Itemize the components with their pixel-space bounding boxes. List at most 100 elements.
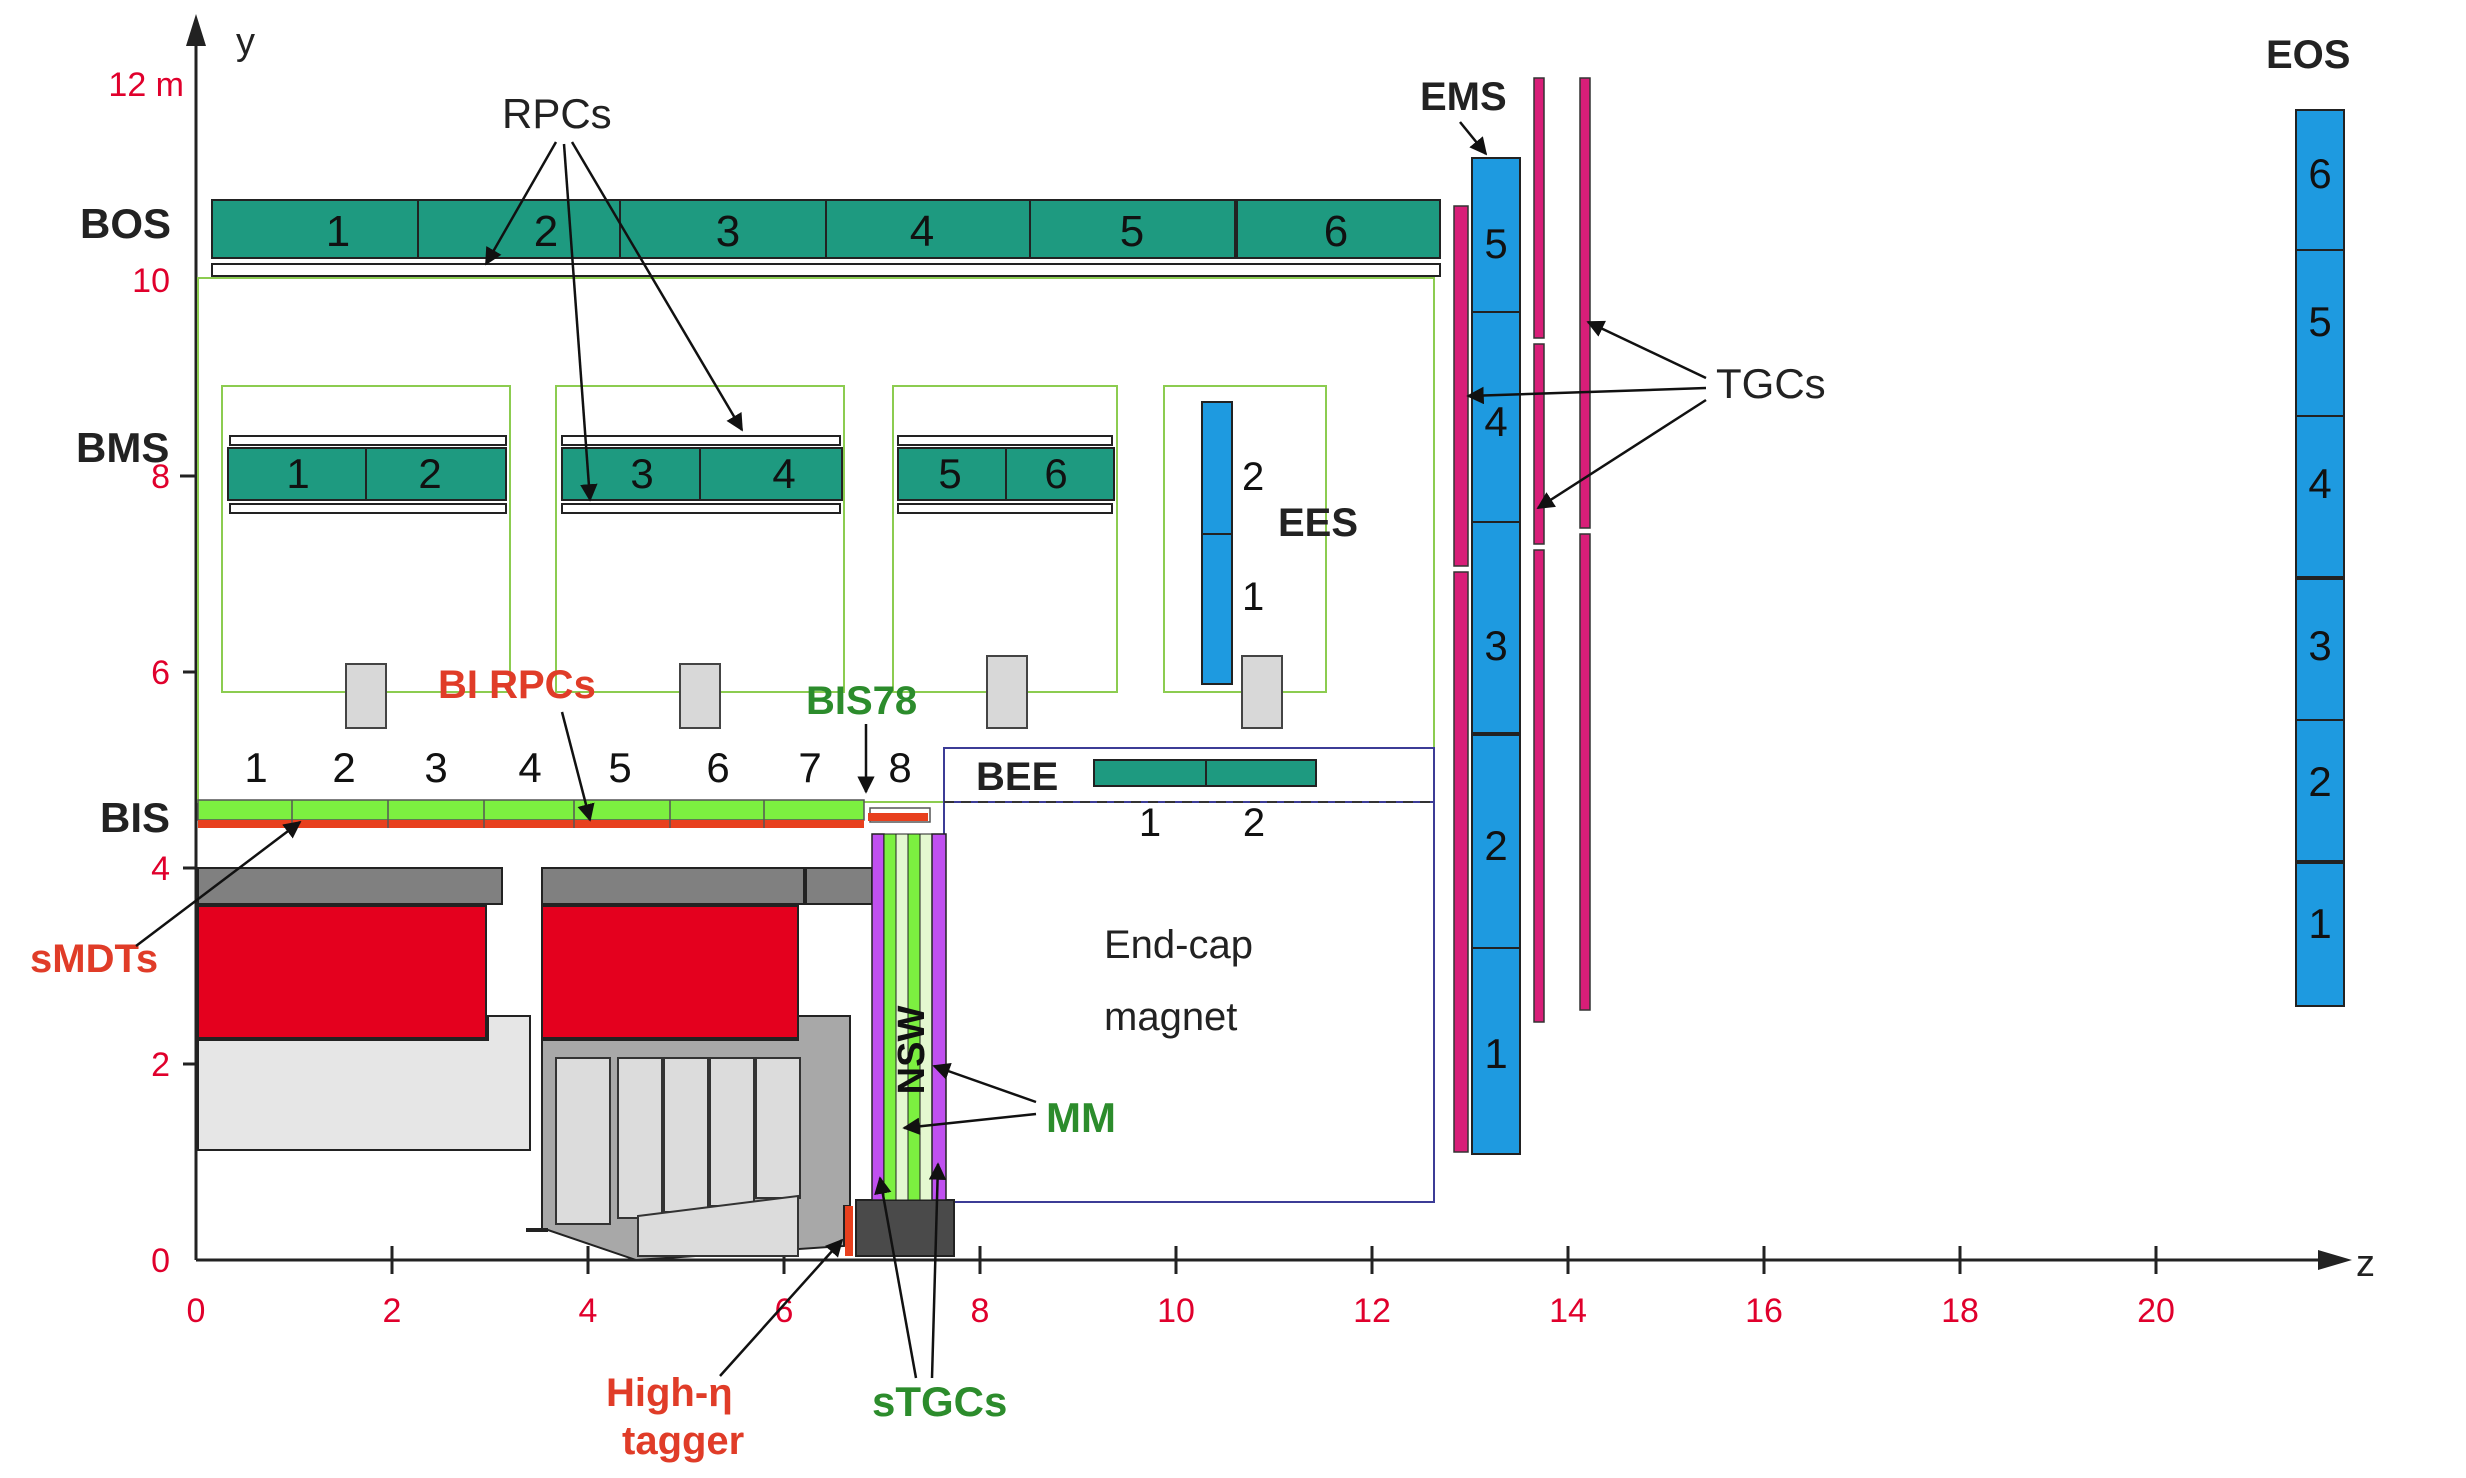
support-block bbox=[986, 655, 1028, 729]
tgcs-arrow bbox=[1536, 398, 1707, 510]
ees-station: 2 1 EES bbox=[1201, 401, 1358, 685]
tgc-strip bbox=[1533, 343, 1545, 545]
bms-box bbox=[221, 385, 511, 693]
z-tick-label: 4 bbox=[579, 1292, 598, 1330]
bis-sector-number: 2 bbox=[332, 744, 355, 791]
bis-station: BIS bbox=[100, 794, 931, 841]
support-block bbox=[1241, 655, 1283, 729]
ees-label: EES bbox=[1278, 501, 1358, 545]
bis-sector-number: 6 bbox=[706, 744, 729, 791]
high-eta-tagger-label: tagger bbox=[622, 1419, 744, 1463]
z-tick-label: 12 bbox=[1353, 1292, 1391, 1330]
bis78-rpc bbox=[868, 813, 928, 821]
bee-sector-number: 1 bbox=[1139, 801, 1161, 845]
y-tick-label: 8 bbox=[151, 458, 170, 496]
bis-smdt-strip bbox=[198, 820, 864, 828]
high-eta-tagger bbox=[845, 1206, 853, 1256]
endcap-cryostat-edge bbox=[805, 867, 873, 905]
stgcs-arrow bbox=[928, 1162, 947, 1379]
rpcs-arrow bbox=[570, 141, 744, 432]
bos-sector-number: 6 bbox=[1324, 207, 1348, 256]
barrel-lower-support bbox=[197, 1015, 531, 1151]
ems-sector-number: 5 bbox=[1484, 220, 1507, 267]
bms-sector-number: 6 bbox=[1044, 450, 1067, 497]
annotations: RPCs TGCs BI RPCs BIS78 sMDTs MM sTGCs bbox=[30, 90, 1826, 1463]
support-blocks bbox=[345, 655, 1283, 729]
hadronic-module bbox=[755, 1057, 801, 1199]
calorimeter-region bbox=[197, 867, 955, 1262]
bms-rpc-strip bbox=[561, 503, 841, 514]
y-tick-label: 0 bbox=[151, 1242, 170, 1280]
eos-sector-number: 5 bbox=[2308, 298, 2331, 345]
z-axis-arrowhead bbox=[2318, 1250, 2352, 1270]
bis-label: BIS bbox=[100, 794, 170, 841]
forward-shielding bbox=[637, 1194, 799, 1257]
y-tick-label: 10 bbox=[132, 262, 170, 300]
bms-rpc-strip bbox=[897, 435, 1113, 446]
endcap-magnet-label: End-cap bbox=[1104, 923, 1253, 967]
bms-sector-number: 3 bbox=[630, 450, 653, 497]
high-eta-tagger-arrow bbox=[719, 1238, 844, 1377]
z-axis-title: z bbox=[2356, 1243, 2375, 1285]
ems-sector-number: 2 bbox=[1484, 822, 1507, 869]
eos-sector-number: 6 bbox=[2308, 150, 2331, 197]
eos-sector-number: 4 bbox=[2308, 460, 2331, 507]
bee-label: BEE bbox=[976, 755, 1058, 799]
bis-sector-number: 7 bbox=[798, 744, 821, 791]
ees-chamber bbox=[1201, 401, 1233, 685]
eos-sector-number: 2 bbox=[2308, 758, 2331, 805]
eos-sector-number: 1 bbox=[2308, 900, 2331, 947]
tgc-strip bbox=[1533, 77, 1545, 339]
ems-label: EMS bbox=[1420, 75, 1507, 119]
nsw-shielding-block bbox=[855, 1199, 955, 1257]
rpcs-label: RPCs bbox=[502, 90, 612, 137]
hadronic-module bbox=[709, 1057, 755, 1207]
stgcs-arrow bbox=[874, 1176, 918, 1379]
z-tick-label: 8 bbox=[971, 1292, 990, 1330]
bos-sector-number: 5 bbox=[1120, 207, 1144, 256]
tgc-strip bbox=[1579, 533, 1591, 1011]
endcap-magnet-label: magnet bbox=[1104, 995, 1237, 1039]
bms-sector-number: 1 bbox=[286, 450, 309, 497]
z-tick-label: 16 bbox=[1745, 1292, 1783, 1330]
bms-station: 1 2 3 4 5 6 BMS bbox=[76, 424, 1115, 514]
bi-rpcs-arrow bbox=[560, 711, 595, 822]
nsw-stgc-layer bbox=[871, 833, 885, 1201]
bos-sector-number: 2 bbox=[534, 207, 558, 256]
z-ticks bbox=[390, 1246, 2158, 1274]
nsw-label: NSW bbox=[891, 1006, 933, 1095]
bos-sector-number: 1 bbox=[326, 207, 350, 256]
endcap-magnet-region: BEE 1 2 End-cap magnet bbox=[943, 747, 1435, 1203]
y-tick-label: 12 m bbox=[108, 66, 184, 104]
bms-sector-number: 4 bbox=[772, 450, 795, 497]
nsw-stgc-layer bbox=[931, 833, 947, 1201]
endcap-cryostat bbox=[541, 867, 805, 905]
tgc-strip bbox=[1453, 571, 1469, 1153]
y-axis-arrowhead bbox=[186, 14, 206, 46]
hadronic-module bbox=[617, 1057, 663, 1219]
z-tick-label: 2 bbox=[383, 1292, 402, 1330]
z-tick-label: 0 bbox=[187, 1292, 206, 1330]
bms-box bbox=[555, 385, 845, 693]
bms-label: BMS bbox=[76, 424, 169, 471]
stgcs-label: sTGCs bbox=[872, 1378, 1007, 1425]
tgcs-arrow bbox=[1586, 320, 1707, 380]
eos-station: 6 5 4 3 2 1 EOS bbox=[2266, 33, 2350, 1007]
barrel-cryostat bbox=[197, 867, 503, 905]
mm-arrow bbox=[902, 1112, 1037, 1136]
ems-sector-number: 4 bbox=[1484, 398, 1507, 445]
bms-sector-number: 2 bbox=[418, 450, 441, 497]
endcap-magnet-box bbox=[943, 801, 1435, 1203]
bis78-label: BIS78 bbox=[806, 679, 917, 723]
bis-sector-number: 4 bbox=[518, 744, 541, 791]
z-tick-label: 10 bbox=[1157, 1292, 1195, 1330]
y-tick-label: 2 bbox=[151, 1046, 170, 1084]
bms-rpc-strip bbox=[897, 503, 1113, 514]
hadronic-module bbox=[663, 1057, 709, 1213]
bis-sector-number: 8 bbox=[888, 744, 911, 791]
rpcs-arrow bbox=[484, 141, 558, 266]
support-block bbox=[679, 663, 721, 729]
z-tick-label: 18 bbox=[1941, 1292, 1979, 1330]
bis-sector-number: 1 bbox=[244, 744, 267, 791]
bis-sector-number: 5 bbox=[608, 744, 631, 791]
